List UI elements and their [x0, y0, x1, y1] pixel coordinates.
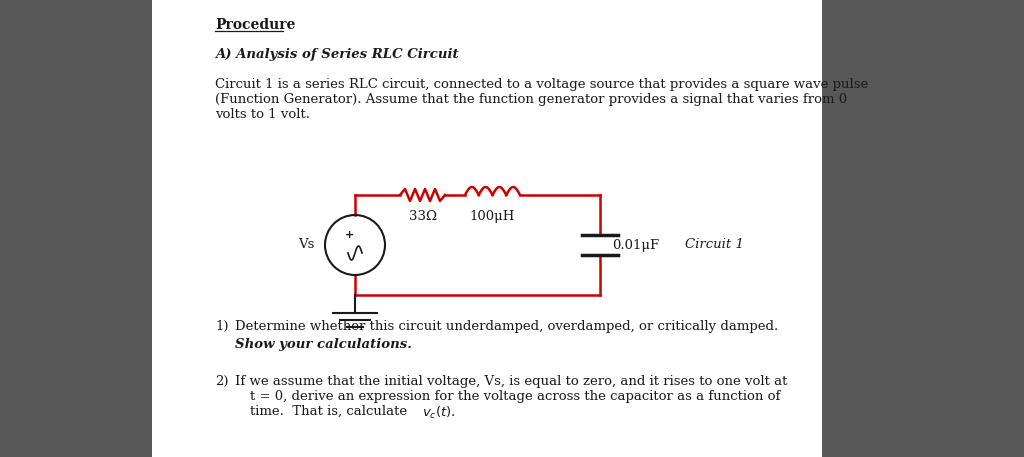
Text: volts to 1 volt.: volts to 1 volt.: [215, 108, 310, 121]
Text: Vs: Vs: [299, 239, 315, 251]
Text: Circuit 1 is a series RLC circuit, connected to a voltage source that provides a: Circuit 1 is a series RLC circuit, conne…: [215, 78, 868, 91]
Text: 2): 2): [215, 375, 228, 388]
Text: Determine whether this circuit underdamped, overdamped, or critically damped.: Determine whether this circuit underdamp…: [236, 320, 778, 333]
Text: +: +: [345, 230, 354, 240]
Text: 1): 1): [215, 320, 228, 333]
Text: Show your calculations.: Show your calculations.: [236, 338, 412, 351]
Text: Circuit 1: Circuit 1: [685, 239, 743, 251]
Bar: [152, 0, 822, 457]
Text: (Function Generator). Assume that the function generator provides a signal that : (Function Generator). Assume that the fu…: [215, 93, 847, 106]
Text: 0.01μF: 0.01μF: [612, 239, 659, 251]
Text: $\mathit{v_c(t)}$.: $\mathit{v_c(t)}$.: [422, 405, 456, 421]
Text: time.  That is, calculate: time. That is, calculate: [250, 405, 412, 418]
Text: t = 0, derive an expression for the voltage across the capacitor as a function o: t = 0, derive an expression for the volt…: [250, 390, 780, 403]
Text: Procedure: Procedure: [215, 18, 295, 32]
Text: 100μH: 100μH: [470, 210, 515, 223]
Text: A) Analysis of Series RLC Circuit: A) Analysis of Series RLC Circuit: [215, 48, 459, 61]
Text: If we assume that the initial voltage, Vs, is equal to zero, and it rises to one: If we assume that the initial voltage, V…: [236, 375, 787, 388]
Text: 33Ω: 33Ω: [409, 210, 436, 223]
